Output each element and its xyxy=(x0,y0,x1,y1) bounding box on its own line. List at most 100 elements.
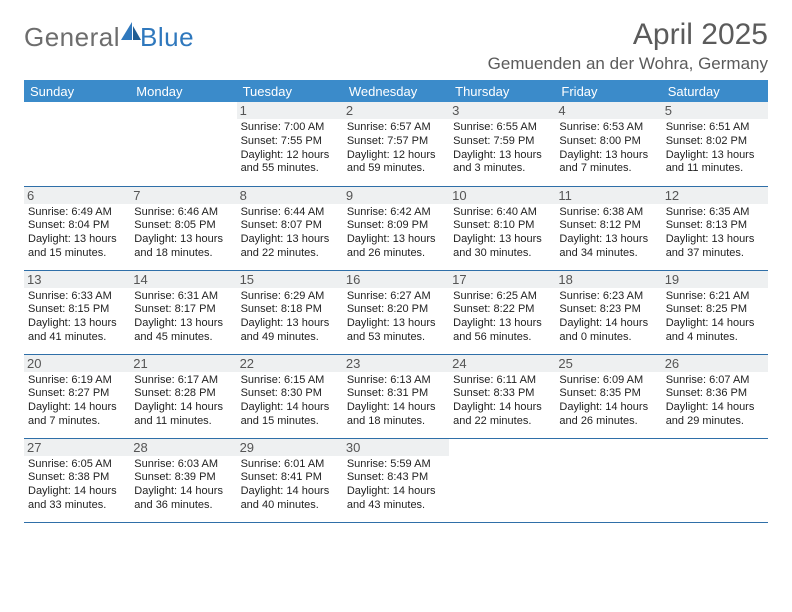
day-line-d2: and 53 minutes. xyxy=(347,331,445,345)
day-details: Sunrise: 6:42 AMSunset: 8:09 PMDaylight:… xyxy=(347,206,445,261)
day-line-sr: Sunrise: 6:42 AM xyxy=(347,206,445,220)
calendar-cell: 8Sunrise: 6:44 AMSunset: 8:07 PMDaylight… xyxy=(237,186,343,270)
day-number: 17 xyxy=(449,271,555,288)
logo: General Blue xyxy=(24,18,194,53)
day-line-d2: and 34 minutes. xyxy=(559,247,657,261)
calendar-grid: 1Sunrise: 7:00 AMSunset: 7:55 PMDaylight… xyxy=(24,102,768,523)
day-line-ss: Sunset: 8:41 PM xyxy=(241,471,339,485)
day-line-d1: Daylight: 13 hours xyxy=(453,149,551,163)
day-line-ss: Sunset: 8:39 PM xyxy=(134,471,232,485)
day-line-sr: Sunrise: 6:29 AM xyxy=(241,290,339,304)
day-line-d1: Daylight: 13 hours xyxy=(559,233,657,247)
day-line-ss: Sunset: 8:02 PM xyxy=(666,135,764,149)
day-line-sr: Sunrise: 7:00 AM xyxy=(241,121,339,135)
day-details: Sunrise: 6:25 AMSunset: 8:22 PMDaylight:… xyxy=(453,290,551,345)
day-number: 21 xyxy=(130,355,236,372)
day-line-ss: Sunset: 8:10 PM xyxy=(453,219,551,233)
day-line-d2: and 18 minutes. xyxy=(134,247,232,261)
day-number: 25 xyxy=(555,355,661,372)
calendar-cell: 28Sunrise: 6:03 AMSunset: 8:39 PMDayligh… xyxy=(130,438,236,522)
day-number: 11 xyxy=(555,187,661,204)
calendar-cell: 23 Sunrise: 6:13 AMSunset: 8:31 PMDayligh… xyxy=(343,354,449,438)
calendar-cell: 17 Sunrise: 6:25 AMSunset: 8:22 PMDayligh… xyxy=(449,270,555,354)
day-number: 12 xyxy=(662,187,768,204)
day-line-d2: and 45 minutes. xyxy=(134,331,232,345)
weekday-sat: Saturday xyxy=(662,84,768,99)
day-line-d1: Daylight: 13 hours xyxy=(666,233,764,247)
day-details: Sunrise: 6:31 AMSunset: 8:17 PMDaylight:… xyxy=(134,290,232,345)
day-line-ss: Sunset: 8:04 PM xyxy=(28,219,126,233)
day-line-d1: Daylight: 13 hours xyxy=(241,317,339,331)
day-line-d1: Daylight: 14 hours xyxy=(559,317,657,331)
day-line-sr: Sunrise: 6:55 AM xyxy=(453,121,551,135)
calendar-cell: 4Sunrise: 6:53 AMSunset: 8:00 PMDaylight… xyxy=(555,102,661,186)
day-number: 19 xyxy=(662,271,768,288)
day-number: 23 xyxy=(343,355,449,372)
calendar-row: 6Sunrise: 6:49 AMSunset: 8:04 PMDaylight… xyxy=(24,186,768,270)
day-details: Sunrise: 6:35 AMSunset: 8:13 PMDaylight:… xyxy=(666,206,764,261)
calendar-row: 27Sunrise: 6:05 AMSunset: 8:38 PMDayligh… xyxy=(24,438,768,522)
calendar-cell: 9 Sunrise: 6:42 AMSunset: 8:09 PMDaylight… xyxy=(343,186,449,270)
calendar-cell: 10Sunrise: 6:40 AMSunset: 8:10 PMDayligh… xyxy=(449,186,555,270)
day-line-d2: and 56 minutes. xyxy=(453,331,551,345)
day-line-sr: Sunrise: 6:23 AM xyxy=(559,290,657,304)
calendar-cell: 20Sunrise: 6:19 AMSunset: 8:27 PMDayligh… xyxy=(24,354,130,438)
day-line-ss: Sunset: 8:27 PM xyxy=(28,387,126,401)
day-line-d2: and 37 minutes. xyxy=(666,247,764,261)
day-details: Sunrise: 6:01 AMSunset: 8:41 PMDaylight:… xyxy=(241,458,339,513)
day-line-sr: Sunrise: 6:01 AM xyxy=(241,458,339,472)
day-number: 6 xyxy=(24,187,130,204)
weekday-sun: Sunday xyxy=(24,84,130,99)
day-number: 13 xyxy=(24,271,130,288)
day-line-d1: Daylight: 13 hours xyxy=(666,149,764,163)
day-line-d1: Daylight: 12 hours xyxy=(241,149,339,163)
logo-sail-icon xyxy=(120,20,142,42)
day-line-sr: Sunrise: 6:07 AM xyxy=(666,374,764,388)
day-line-d1: Daylight: 14 hours xyxy=(559,401,657,415)
day-line-d1: Daylight: 12 hours xyxy=(347,149,445,163)
calendar-row: 13Sunrise: 6:33 AMSunset: 8:15 PMDayligh… xyxy=(24,270,768,354)
day-details: Sunrise: 6:13 AMSunset: 8:31 PMDaylight:… xyxy=(347,374,445,429)
title-block: April 2025 Gemuenden an der Wohra, Germa… xyxy=(488,18,768,74)
day-line-sr: Sunrise: 6:25 AM xyxy=(453,290,551,304)
day-details: Sunrise: 6:09 AMSunset: 8:35 PMDaylight:… xyxy=(559,374,657,429)
day-number: 28 xyxy=(130,439,236,456)
day-line-d2: and 49 minutes. xyxy=(241,331,339,345)
calendar-cell: 12 Sunrise: 6:35 AMSunset: 8:13 PMDayligh… xyxy=(662,186,768,270)
day-number: 30 xyxy=(343,439,449,456)
logo-text-blue: Blue xyxy=(140,22,194,53)
day-line-ss: Sunset: 7:59 PM xyxy=(453,135,551,149)
day-details: Sunrise: 6:23 AMSunset: 8:23 PMDaylight:… xyxy=(559,290,657,345)
weekday-mon: Monday xyxy=(130,84,236,99)
weekday-tue: Tuesday xyxy=(237,84,343,99)
day-line-d1: Daylight: 14 hours xyxy=(241,485,339,499)
calendar-row: 1Sunrise: 7:00 AMSunset: 7:55 PMDaylight… xyxy=(24,102,768,186)
day-line-sr: Sunrise: 6:46 AM xyxy=(134,206,232,220)
day-line-ss: Sunset: 8:07 PM xyxy=(241,219,339,233)
day-line-d2: and 3 minutes. xyxy=(453,162,551,176)
calendar-cell: 26Sunrise: 6:07 AMSunset: 8:36 PMDayligh… xyxy=(662,354,768,438)
day-line-ss: Sunset: 8:17 PM xyxy=(134,303,232,317)
day-line-d2: and 29 minutes. xyxy=(666,415,764,429)
day-details: Sunrise: 6:40 AMSunset: 8:10 PMDaylight:… xyxy=(453,206,551,261)
day-number: 9 xyxy=(343,187,449,204)
day-line-sr: Sunrise: 6:21 AM xyxy=(666,290,764,304)
calendar-cell: 3 Sunrise: 6:55 AMSunset: 7:59 PMDaylight… xyxy=(449,102,555,186)
day-line-d1: Daylight: 14 hours xyxy=(28,485,126,499)
day-line-sr: Sunrise: 6:11 AM xyxy=(453,374,551,388)
day-number: 3 xyxy=(449,102,555,119)
weekday-fri: Friday xyxy=(555,84,661,99)
calendar-cell: 13Sunrise: 6:33 AMSunset: 8:15 PMDayligh… xyxy=(24,270,130,354)
day-number: 22 xyxy=(237,355,343,372)
calendar-cell: 21Sunrise: 6:17 AMSunset: 8:28 PMDayligh… xyxy=(130,354,236,438)
day-number: 7 xyxy=(130,187,236,204)
calendar-cell: 7Sunrise: 6:46 AMSunset: 8:05 PMDaylight… xyxy=(130,186,236,270)
day-number: 26 xyxy=(662,355,768,372)
day-line-ss: Sunset: 8:36 PM xyxy=(666,387,764,401)
day-number: 16 xyxy=(343,271,449,288)
day-line-ss: Sunset: 8:30 PM xyxy=(241,387,339,401)
day-line-sr: Sunrise: 5:59 AM xyxy=(347,458,445,472)
day-line-d2: and 15 minutes. xyxy=(241,415,339,429)
day-line-ss: Sunset: 8:00 PM xyxy=(559,135,657,149)
day-line-d2: and 40 minutes. xyxy=(241,499,339,513)
